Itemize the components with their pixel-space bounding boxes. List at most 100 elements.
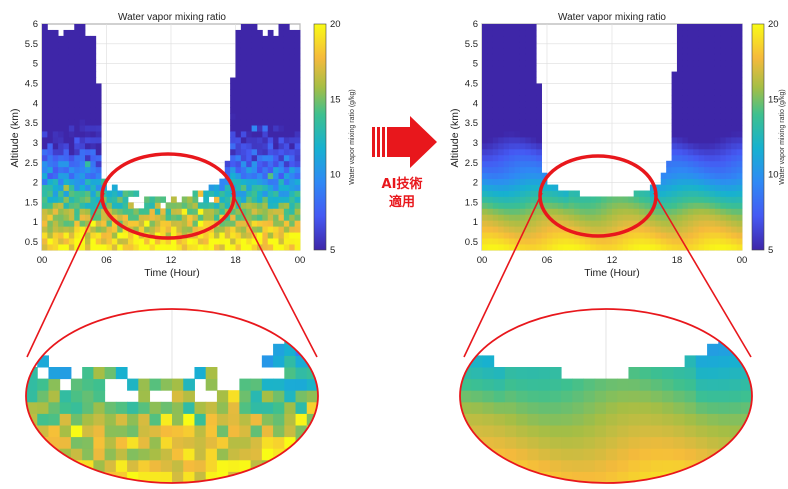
heatmap-cell — [257, 238, 263, 245]
heatmap-cell — [482, 131, 488, 138]
heatmap-cell — [677, 172, 683, 180]
zoom-heatmap-cell — [718, 343, 731, 356]
heatmap-cell — [181, 220, 188, 227]
heatmap-cell — [42, 125, 48, 132]
zoom-heatmap-cell — [138, 413, 151, 426]
heatmap-cell — [487, 154, 494, 162]
heatmap-cell — [574, 214, 580, 221]
heatmap-cell — [693, 220, 700, 227]
zoom-heatmap-cell — [707, 425, 719, 438]
heatmap-cell — [644, 202, 651, 209]
heatmap-cell — [666, 220, 672, 227]
zoom-heatmap-cell — [48, 390, 61, 403]
heatmap-cell — [509, 160, 515, 168]
heatmap-cell — [687, 220, 694, 227]
heatmap-cell — [644, 190, 651, 197]
zoom-heatmap-cell — [228, 413, 240, 426]
heatmap-cell — [731, 35, 737, 43]
heatmap-cell — [79, 29, 86, 37]
heatmap-cell — [492, 59, 499, 67]
heatmap-cell — [736, 59, 743, 67]
heatmap-cell — [704, 214, 710, 221]
heatmap-cell — [693, 59, 700, 67]
heatmap-cell — [633, 226, 640, 233]
heatmap-cell — [498, 196, 505, 203]
heatmap-cell — [257, 214, 263, 221]
heatmap-cell — [283, 29, 290, 37]
heatmap-cell — [677, 41, 683, 49]
y-tick-label: 6 — [473, 19, 478, 30]
heatmap-cell — [622, 202, 629, 209]
heatmap-cell — [224, 184, 231, 191]
heatmap-cell — [74, 89, 81, 96]
heatmap-cell — [536, 113, 542, 120]
heatmap-cell — [63, 119, 70, 126]
heatmap-cell — [677, 190, 683, 197]
heatmap-cell — [289, 77, 296, 84]
heatmap-cell — [525, 160, 532, 168]
zoom-heatmap-cell — [273, 401, 285, 414]
heatmap-cell — [725, 142, 732, 150]
heatmap-cell — [95, 89, 102, 96]
heatmap-cell — [503, 89, 510, 96]
heatmap-cell — [68, 142, 75, 150]
zoom-heatmap-cell — [284, 413, 297, 426]
zoom-heatmap-cell — [70, 436, 83, 449]
heatmap-cell — [63, 154, 70, 162]
heatmap-cell — [720, 35, 727, 43]
zoom-heatmap-cell — [482, 413, 495, 426]
heatmap-cell — [574, 190, 580, 197]
heatmap-cell — [519, 24, 526, 31]
heatmap-cell — [487, 113, 494, 120]
zoom-heatmap-cell — [306, 436, 318, 449]
heatmap-cell — [95, 131, 102, 138]
heatmap-cell — [509, 41, 515, 49]
heatmap-cell — [731, 59, 737, 67]
heatmap-cell — [58, 166, 64, 174]
heatmap-cell — [714, 95, 721, 102]
heatmap-cell — [536, 214, 542, 221]
zoom-heatmap-cell — [160, 459, 173, 472]
zoom-heatmap-cell — [662, 390, 674, 403]
zoom-heatmap-cell — [639, 401, 652, 414]
heatmap-cell — [117, 196, 124, 203]
heatmap-cell — [58, 154, 64, 162]
heatmap-cell — [144, 208, 150, 215]
heatmap-cell — [90, 95, 97, 102]
zoom-heatmap-cell — [239, 413, 252, 426]
heatmap-cell — [731, 29, 737, 37]
zoom-heatmap-cell — [149, 436, 162, 449]
heatmap-cell — [606, 226, 613, 233]
heatmap-cell — [278, 71, 285, 78]
heatmap-cell — [176, 244, 183, 251]
heatmap-cell — [58, 71, 64, 78]
heatmap-cell — [267, 77, 274, 84]
heatmap-cell — [79, 53, 86, 61]
zoom-heatmap-cell — [482, 459, 495, 472]
heatmap-cell — [731, 172, 737, 180]
heatmap-cell — [246, 89, 253, 96]
heatmap-cell — [487, 101, 494, 108]
heatmap-cell — [79, 107, 86, 114]
heatmap-cell — [714, 202, 721, 209]
heatmap-cell — [289, 47, 296, 55]
heatmap-cell — [267, 35, 274, 43]
heatmap-cell — [492, 148, 499, 156]
heatmap-cell — [487, 208, 494, 215]
heatmap-cell — [154, 244, 161, 251]
heatmap-cell — [590, 208, 597, 215]
zoom-heatmap-cell — [172, 448, 184, 461]
zoom-heatmap-cell — [684, 390, 697, 403]
heatmap-cell — [720, 142, 727, 150]
heatmap-cell — [42, 24, 48, 31]
heatmap-cell — [90, 65, 97, 72]
heatmap-cell — [552, 196, 559, 203]
heatmap-cell — [687, 208, 694, 215]
zoom-heatmap-cell — [662, 425, 674, 438]
zoom-heatmap-cell — [673, 436, 686, 449]
heatmap-cell — [552, 184, 559, 191]
heatmap-cell — [289, 142, 296, 150]
heatmap-cell — [720, 148, 727, 156]
zoom-heatmap-cell — [273, 436, 285, 449]
